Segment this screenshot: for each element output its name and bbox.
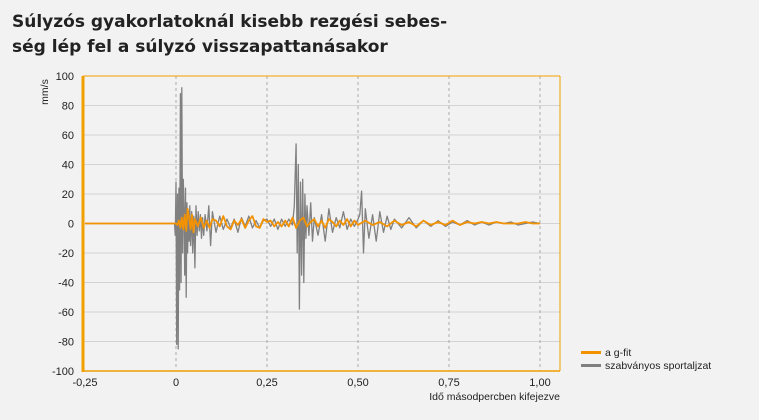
series-lines — [85, 87, 541, 350]
y-tick-label: -80 — [58, 337, 74, 349]
y-tick-label: -20 — [58, 248, 74, 260]
x-axis-label: Idő másodpercben kifejezve — [429, 391, 560, 403]
y-tick-label: -60 — [58, 307, 74, 319]
y-tick-label: 20 — [62, 189, 74, 201]
y-tick-label: 60 — [62, 130, 74, 142]
legend-label-standard: szabványos sportaljzat — [605, 359, 712, 372]
legend-swatch-standard — [581, 364, 601, 367]
x-tick-label: 0,25 — [256, 377, 277, 389]
y-tick-label: -40 — [58, 278, 74, 290]
chart-title: Súlyzós gyakorlatoknál kisebb rezgési se… — [12, 10, 472, 60]
legend-item-gfit: a g-fit — [581, 346, 711, 359]
legend-swatch-gfit — [581, 351, 601, 354]
x-tick-label: 0,75 — [438, 377, 459, 389]
series-line-gfit — [85, 207, 540, 234]
series-line-standard — [85, 87, 541, 350]
x-tick-label: 0 — [173, 377, 179, 389]
tick-labels: 100 80 60 40 20 0 -20 -40 -60 -80 -100-0,25 0 0,25 0,… — [52, 71, 551, 389]
chart-title-line-1: Súlyzós gyakorlatoknál kisebb rezgési se… — [12, 12, 448, 32]
y-axis-label: mm/s — [39, 79, 51, 105]
y-tick-label: 40 — [62, 160, 74, 172]
plot-frame — [81, 75, 561, 372]
legend: a g-fit szabványos sportaljzat — [581, 346, 711, 372]
y-tick-label: 100 — [56, 71, 74, 83]
chart-title-line-2: ség lép fel a súlyzó visszapattanásakor — [12, 37, 388, 57]
y-tick-label: 0 — [68, 219, 74, 231]
legend-label-gfit: a g-fit — [605, 346, 632, 359]
y-tick-label: 80 — [62, 101, 74, 113]
legend-item-standard: szabványos sportaljzat — [581, 359, 711, 372]
y-tick-label: -100 — [52, 366, 74, 378]
x-tick-label: 0,50 — [347, 377, 368, 389]
x-tick-label: 1,00 — [529, 377, 550, 389]
x-tick-label: -0,25 — [72, 377, 97, 389]
